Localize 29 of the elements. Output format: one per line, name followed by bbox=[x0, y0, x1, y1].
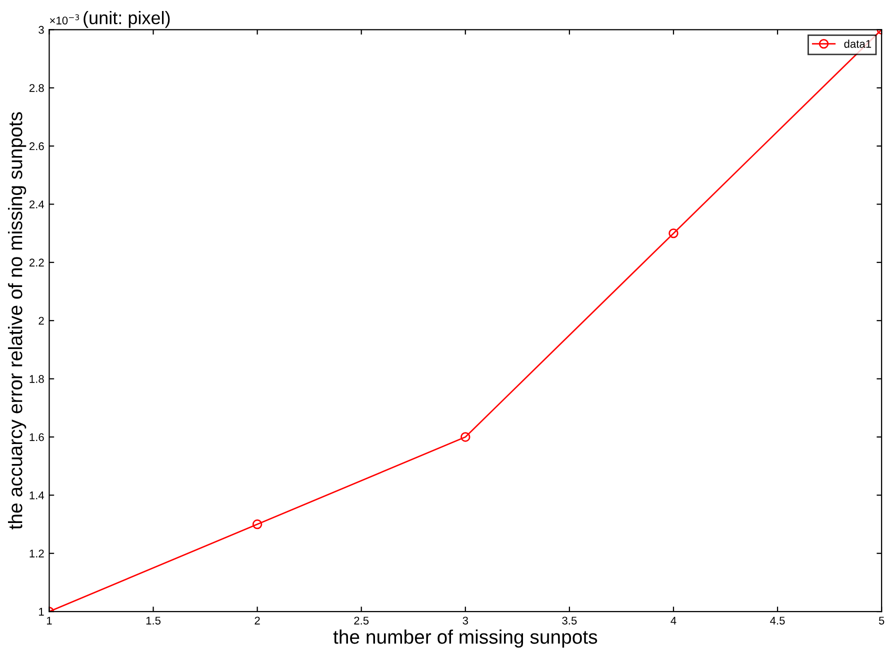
x-tick-label: 1 bbox=[46, 616, 52, 624]
y-tick-label: 2.6 bbox=[29, 142, 44, 150]
y-tick-label: 1.6 bbox=[30, 433, 44, 442]
y-tick-label: 3 bbox=[38, 26, 44, 34]
y-tick-label: 1 bbox=[39, 608, 44, 616]
text: ×10$^{−3}$ bbox=[50, 14, 80, 24]
x-tick-label: 3.5 bbox=[562, 616, 577, 625]
x-tick-label: 2.5 bbox=[354, 616, 369, 625]
chart-title: (unit: pixel) bbox=[84, 11, 170, 28]
legend-label: data1 bbox=[844, 40, 872, 48]
y-tick-label: 1.2 bbox=[30, 550, 44, 558]
x-tick-label: 1.5 bbox=[146, 616, 161, 625]
y-axis-title: the accuarcy error relative of no missing sunpots bbox=[8, 112, 26, 530]
point bbox=[252, 519, 262, 530]
x-tick-label: 2 bbox=[254, 616, 260, 624]
x-axis-title: the number of missing sunpots bbox=[333, 630, 598, 648]
point bbox=[668, 228, 678, 238]
y-tick-label: 2 bbox=[38, 316, 44, 325]
y-tick-label: 2.8 bbox=[29, 84, 44, 92]
y-tick-label: 1.4 bbox=[30, 492, 44, 500]
y-tick-label: 2.2 bbox=[29, 258, 44, 266]
y-tick-label: 1.8 bbox=[30, 375, 44, 383]
x-tick-label: 3 bbox=[462, 616, 468, 625]
x-tick-label: 4 bbox=[670, 616, 676, 624]
x-tick-label: 5 bbox=[878, 616, 884, 625]
point bbox=[460, 432, 470, 442]
line-series bbox=[49, 30, 882, 612]
x-tick-label: 4.5 bbox=[770, 616, 785, 625]
y-tick-label: 2.4 bbox=[29, 200, 44, 208]
